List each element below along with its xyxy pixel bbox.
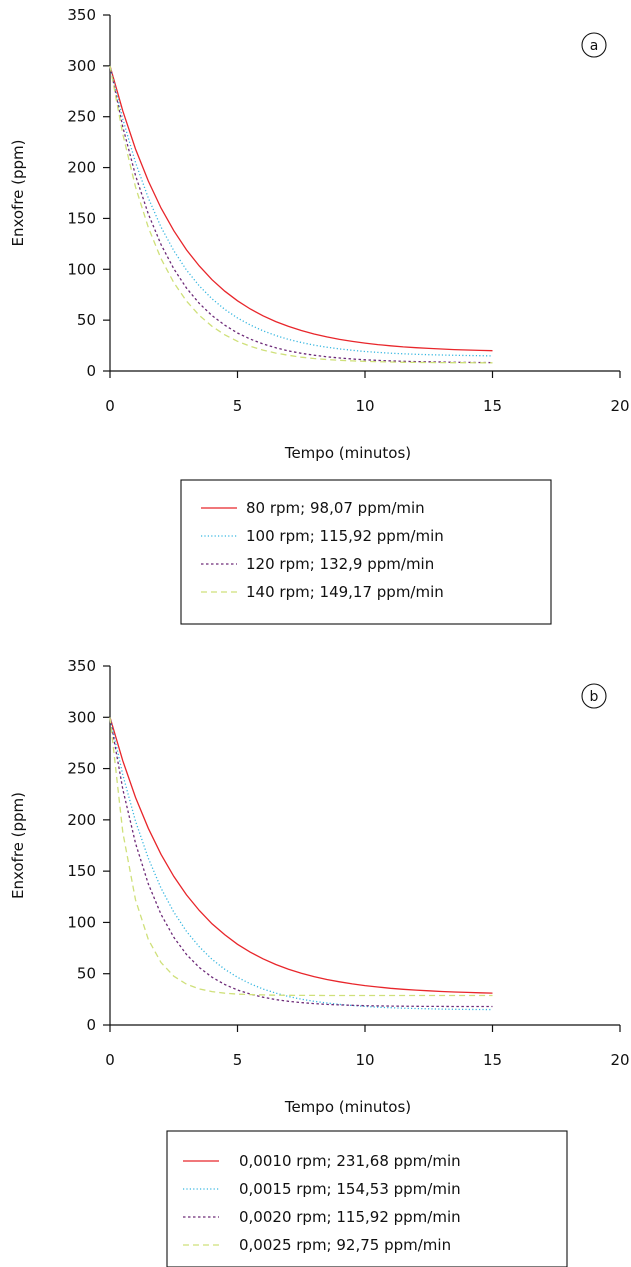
- legend-box: [180, 479, 552, 625]
- series-line-3: [109, 717, 493, 1008]
- y-tick-label: 300: [67, 57, 96, 75]
- legend-entry-label: 0,0010 rpm; 231,68 ppm/min: [239, 1152, 461, 1170]
- y-axis-label: Enxofre (ppm): [9, 792, 27, 899]
- x-tick-label: 10: [355, 1051, 374, 1069]
- legend-box: [166, 1130, 568, 1267]
- panel-badge-letter: b: [590, 689, 599, 705]
- series-line-3: [109, 65, 493, 364]
- chart-panel-b: 0 50 100 150 200 250 300 350 0 5 10 15 20 Tempo (minu…: [9, 657, 630, 1267]
- panel-badge-letter: a: [590, 38, 599, 54]
- x-tick-label: 15: [483, 1051, 502, 1069]
- y-tick-label: 200: [67, 159, 96, 177]
- y-tick-label: 150: [67, 209, 96, 227]
- legend-entry-label: 80 rpm; 98,07 ppm/min: [246, 499, 425, 517]
- y-tick-label: 350: [67, 657, 96, 675]
- x-tick-label: 15: [483, 397, 502, 415]
- panel-badge-circle: [581, 683, 607, 709]
- y-tick-label: 250: [67, 108, 96, 126]
- y-tick-label: 50: [77, 311, 96, 329]
- x-tick-label: 0: [105, 397, 115, 415]
- x-tick-label: 5: [233, 397, 243, 415]
- y-tick-label: 300: [67, 708, 96, 726]
- legend-entry-label: 140 rpm; 149,17 ppm/min: [246, 583, 444, 601]
- x-axis-label: Tempo (minutos): [284, 1098, 411, 1116]
- y-tick-label: 100: [67, 260, 96, 278]
- series-line-4: [109, 65, 493, 364]
- x-tick-label: 5: [233, 1051, 243, 1069]
- y-axis-label: Enxofre (ppm): [9, 139, 27, 246]
- series-line-1: [109, 717, 493, 994]
- y-tick-label: 150: [67, 862, 96, 880]
- legend-entry-label: 120 rpm; 132,9 ppm/min: [246, 555, 434, 573]
- panel-badge-circle: [581, 32, 607, 58]
- x-tick-label: 0: [105, 1051, 115, 1069]
- y-tick-label: 200: [67, 811, 96, 829]
- y-tick-label: 100: [67, 913, 96, 931]
- legend-entry-label: 0,0020 rpm; 115,92 ppm/min: [239, 1208, 461, 1226]
- legend-entry-label: 0,0025 rpm; 92,75 ppm/min: [239, 1236, 451, 1254]
- y-tick-label: 350: [67, 6, 96, 24]
- series-line-1: [109, 65, 493, 352]
- y-tick-label: 0: [86, 1016, 96, 1034]
- y-tick-label: 50: [77, 965, 96, 983]
- x-tick-label: 20: [610, 397, 629, 415]
- series-line-2: [109, 717, 493, 1011]
- legend-entry-label: 0,0015 rpm; 154,53 ppm/min: [239, 1180, 461, 1198]
- x-axis-label: Tempo (minutos): [284, 444, 411, 462]
- chart-panel-a: 0 50 100 150 200 250 300 350 0 5 10 15 20 Tempo (minu…: [9, 6, 630, 625]
- x-tick-label: 10: [355, 397, 374, 415]
- y-tick-label: 0: [86, 362, 96, 380]
- legend-entry-label: 100 rpm; 115,92 ppm/min: [246, 527, 444, 545]
- series-line-4: [109, 717, 493, 997]
- series-line-2: [109, 65, 493, 357]
- x-tick-label: 20: [610, 1051, 629, 1069]
- y-tick-label: 250: [67, 760, 96, 778]
